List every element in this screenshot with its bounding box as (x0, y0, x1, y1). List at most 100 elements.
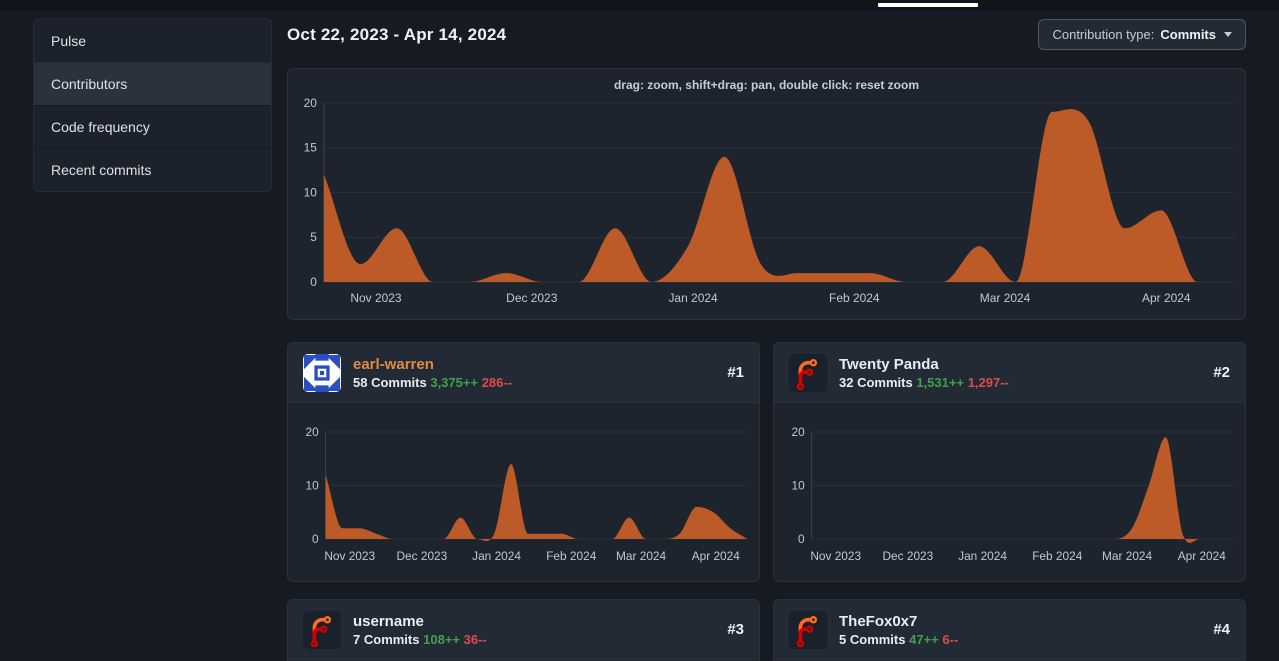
contributor-stats: 5 Commits 47++ 6-- (839, 632, 958, 647)
contributor-name: Twenty Panda (839, 355, 939, 373)
overall-contributions-chart[interactable]: 0 5 10 15 20 Nov 2023 Dec 2023 Jan 2024 Feb 2024… (288, 69, 1245, 319)
date-range-title: Oct 22, 2023 - Apr 14, 2024 (287, 24, 507, 44)
sidebar-item-label: Recent commits (51, 162, 152, 178)
svg-text:Apr 2024: Apr 2024 (1142, 291, 1191, 305)
contribution-type-dropdown[interactable]: Contribution type: Commits (1038, 19, 1246, 50)
activity-menu: Pulse Contributors Code frequency Recent… (33, 18, 272, 192)
svg-text:10: 10 (304, 185, 318, 199)
contributor-stats: 7 Commits 108++ 36-- (353, 632, 487, 647)
commits-label: Commits (363, 631, 420, 647)
svg-text:Jan 2024: Jan 2024 (958, 549, 1007, 563)
contributor-card-header: Twenty Panda 32 Commits 1,531++ 1,297-- … (774, 343, 1245, 403)
contributor-card-header: TheFox0x7 5 Commits 47++ 6-- #4 (774, 600, 1245, 660)
contributor-card-3: username 7 Commits 108++ 36-- #3 (287, 599, 760, 661)
forgejo-logo-avatar (303, 610, 341, 649)
contributor-card-4: TheFox0x7 5 Commits 47++ 6-- #4 (773, 599, 1246, 661)
forgejo-logo-avatar (789, 353, 827, 392)
commit-count: 7 (353, 631, 361, 647)
contributor-chart-area: 0 10 20 Nov 2023 Dec 2023 Jan 2024 Feb 2024 Mar… (288, 403, 759, 581)
contributor-identity: TheFox0x7 5 Commits 47++ 6-- (839, 613, 958, 647)
overall-contributions-card: drag: zoom, shift+drag: pan, double clic… (287, 68, 1246, 320)
dropdown-label: Contribution type: (1052, 27, 1155, 42)
contributor-name-link[interactable]: earl-warren (353, 355, 434, 373)
contributor-card-header: earl-warren 58 Commits 3,375++ 286-- #1 (288, 343, 759, 403)
contributor-identity: earl-warren 58 Commits 3,375++ 286-- (353, 356, 512, 390)
active-tab-underline (878, 3, 978, 7)
contributor-commits-chart[interactable]: 0 10 20 Nov 2023 Dec 2023 Jan 2024 Feb 2024 Mar… (288, 403, 759, 581)
svg-text:Dec 2023: Dec 2023 (396, 549, 447, 563)
rank-badge: #3 (727, 621, 744, 638)
sidebar-item-code-frequency[interactable]: Code frequency (34, 105, 271, 148)
svg-text:Jan 2024: Jan 2024 (668, 291, 718, 305)
svg-text:Dec 2023: Dec 2023 (882, 549, 933, 563)
top-navbar (0, 0, 1279, 10)
contributor-stats: 32 Commits 1,531++ 1,297-- (839, 375, 1009, 390)
svg-text:20: 20 (791, 425, 805, 439)
commit-count: 32 (839, 374, 854, 390)
svg-text:15: 15 (304, 141, 318, 155)
contributor-card-2: Twenty Panda 32 Commits 1,531++ 1,297-- … (773, 342, 1246, 582)
contributor-cards-grid: earl-warren 58 Commits 3,375++ 286-- #1 … (287, 342, 1246, 661)
svg-text:Feb 2024: Feb 2024 (829, 291, 880, 305)
contributor-card-1: earl-warren 58 Commits 3,375++ 286-- #1 … (287, 342, 760, 582)
commits-label: Commits (371, 374, 427, 390)
contributors-content: Oct 22, 2023 - Apr 14, 2024 Contribution… (287, 18, 1246, 661)
svg-text:0: 0 (312, 532, 319, 546)
deletions-count: 6-- (942, 631, 959, 647)
svg-text:Nov 2023: Nov 2023 (810, 549, 861, 563)
contributor-card-header: username 7 Commits 108++ 36-- #3 (288, 600, 759, 660)
additions-count: 1,531++ (916, 374, 965, 390)
svg-text:Nov 2023: Nov 2023 (350, 291, 402, 305)
svg-text:Mar 2024: Mar 2024 (980, 291, 1031, 305)
rank-badge: #4 (1213, 621, 1230, 638)
svg-text:20: 20 (305, 425, 319, 439)
contributor-identity: Twenty Panda 32 Commits 1,531++ 1,297-- (839, 356, 1009, 390)
svg-text:Mar 2024: Mar 2024 (1102, 549, 1152, 563)
additions-count: 3,375++ (430, 374, 479, 390)
contributor-name: TheFox0x7 (839, 612, 918, 630)
sidebar-item-label: Contributors (51, 76, 128, 92)
commits-label: Commits (857, 374, 913, 390)
svg-text:Feb 2024: Feb 2024 (546, 549, 596, 563)
deletions-count: 36-- (463, 631, 487, 647)
svg-text:Apr 2024: Apr 2024 (692, 549, 740, 563)
sidebar-item-contributors[interactable]: Contributors (34, 62, 271, 105)
svg-text:20: 20 (304, 96, 318, 110)
svg-text:5: 5 (310, 230, 317, 244)
deletions-count: 1,297-- (967, 374, 1009, 390)
contributor-stats: 58 Commits 3,375++ 286-- (353, 375, 512, 390)
commit-count: 58 (353, 374, 368, 390)
additions-count: 108++ (423, 631, 460, 647)
sidebar-item-pulse[interactable]: Pulse (34, 19, 271, 62)
avatar-identicon (303, 353, 341, 392)
svg-text:0: 0 (310, 275, 317, 289)
rank-badge: #2 (1213, 364, 1230, 381)
commits-label: Commits (849, 631, 906, 647)
activity-page: Pulse Contributors Code frequency Recent… (0, 10, 1279, 661)
commit-count: 5 (839, 631, 847, 647)
sidebar-item-recent-commits[interactable]: Recent commits (34, 148, 271, 191)
svg-text:Mar 2024: Mar 2024 (616, 549, 666, 563)
dropdown-value: Commits (1160, 27, 1216, 42)
svg-text:0: 0 (798, 532, 805, 546)
content-header: Oct 22, 2023 - Apr 14, 2024 Contribution… (287, 18, 1246, 51)
deletions-count: 286-- (481, 374, 513, 390)
svg-text:Apr 2024: Apr 2024 (1178, 549, 1226, 563)
svg-text:Jan 2024: Jan 2024 (472, 549, 521, 563)
svg-text:10: 10 (305, 478, 319, 492)
svg-text:Nov 2023: Nov 2023 (324, 549, 375, 563)
contributor-name: username (353, 612, 424, 630)
forgejo-logo-avatar (789, 610, 827, 649)
sidebar-item-label: Pulse (51, 32, 87, 49)
contributor-identity: username 7 Commits 108++ 36-- (353, 613, 487, 647)
svg-text:Feb 2024: Feb 2024 (1032, 549, 1082, 563)
chevron-down-icon (1224, 32, 1232, 37)
svg-text:Dec 2023: Dec 2023 (506, 291, 558, 305)
sidebar-item-label: Code frequency (51, 119, 150, 135)
activity-sidebar: Pulse Contributors Code frequency Recent… (33, 18, 272, 661)
contributor-chart-area: 0 10 20 Nov 2023 Dec 2023 Jan 2024 Feb 2024 Mar… (774, 403, 1245, 581)
contributor-commits-chart[interactable]: 0 10 20 Nov 2023 Dec 2023 Jan 2024 Feb 2024 Mar… (774, 403, 1245, 581)
svg-text:10: 10 (791, 478, 805, 492)
additions-count: 47++ (909, 631, 939, 647)
rank-badge: #1 (727, 364, 744, 381)
